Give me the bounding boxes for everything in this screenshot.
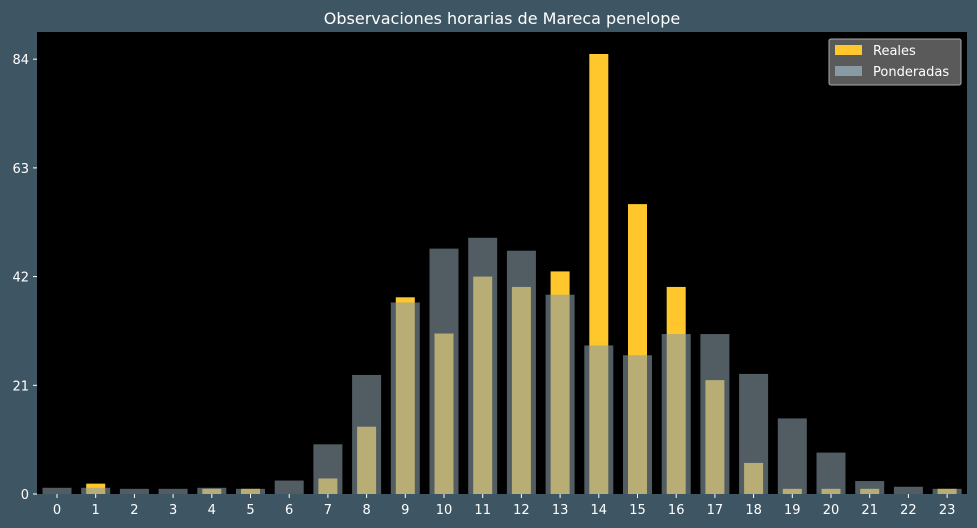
bar-ponderadas xyxy=(274,480,304,494)
legend-label-ponderadas: Ponderadas xyxy=(873,65,949,80)
bar-ponderadas xyxy=(932,488,962,494)
x-tick-label: 1 xyxy=(92,503,100,518)
x-tick-label: 10 xyxy=(436,503,453,518)
y-tick-label: 0 xyxy=(21,488,29,503)
x-tick-label: 21 xyxy=(861,503,878,518)
bar-ponderadas xyxy=(390,302,420,494)
bar-ponderadas xyxy=(197,487,227,494)
bar-ponderadas xyxy=(313,444,343,494)
x-tick-label: 22 xyxy=(900,503,917,518)
bar-ponderadas xyxy=(81,487,111,494)
x-tick-label: 20 xyxy=(823,503,840,518)
x-tick-label: 16 xyxy=(668,503,685,518)
bar-ponderadas xyxy=(584,345,614,494)
plot-area xyxy=(37,32,967,494)
y-tick-label: 84 xyxy=(12,53,29,68)
bar-ponderadas xyxy=(352,374,382,494)
x-tick-label: 23 xyxy=(939,503,956,518)
bar-ponderadas xyxy=(661,334,691,494)
bar-ponderadas xyxy=(506,250,536,494)
y-tick-label: 21 xyxy=(12,379,29,394)
x-tick-label: 2 xyxy=(130,503,138,518)
x-tick-label: 18 xyxy=(745,503,762,518)
x-tick-label: 15 xyxy=(629,503,646,518)
bar-ponderadas xyxy=(119,488,149,494)
bar-ponderadas xyxy=(816,452,846,494)
bar-ponderadas xyxy=(429,248,459,494)
x-tick-label: 11 xyxy=(474,503,491,518)
x-tick-label: 12 xyxy=(513,503,530,518)
x-tick-label: 0 xyxy=(53,503,61,518)
bar-ponderadas xyxy=(236,488,265,494)
bar-ponderadas xyxy=(158,488,188,494)
bar-ponderadas xyxy=(893,486,923,494)
x-tick-label: 5 xyxy=(246,503,254,518)
bar-ponderadas xyxy=(623,355,652,494)
legend-swatch-reales xyxy=(835,45,862,55)
x-tick-label: 17 xyxy=(707,503,724,518)
x-tick-label: 7 xyxy=(324,503,332,518)
bar-ponderadas xyxy=(468,237,498,494)
x-tick-label: 9 xyxy=(401,503,409,518)
x-tick-label: 19 xyxy=(784,503,801,518)
y-tick-label: 42 xyxy=(12,271,29,286)
bar-ponderadas xyxy=(545,294,575,494)
bar-ponderadas xyxy=(700,334,730,494)
bar-ponderadas xyxy=(855,481,885,494)
x-tick-label: 14 xyxy=(591,503,608,518)
x-tick-label: 8 xyxy=(362,503,370,518)
y-tick-label: 63 xyxy=(12,162,29,177)
legend-label-reales: Reales xyxy=(873,44,916,59)
bar-ponderadas xyxy=(777,418,807,494)
x-tick-label: 4 xyxy=(208,503,216,518)
x-tick-label: 6 xyxy=(285,503,293,518)
x-tick-label: 13 xyxy=(552,503,569,518)
legend: Reales Ponderadas xyxy=(828,38,962,86)
bar-ponderadas xyxy=(739,373,769,494)
chart-title: Observaciones horarias de Mareca penelop… xyxy=(324,9,680,28)
bar-ponderadas xyxy=(42,487,72,494)
legend-swatch-ponderadas xyxy=(835,66,862,76)
x-tick-label: 3 xyxy=(169,503,177,518)
